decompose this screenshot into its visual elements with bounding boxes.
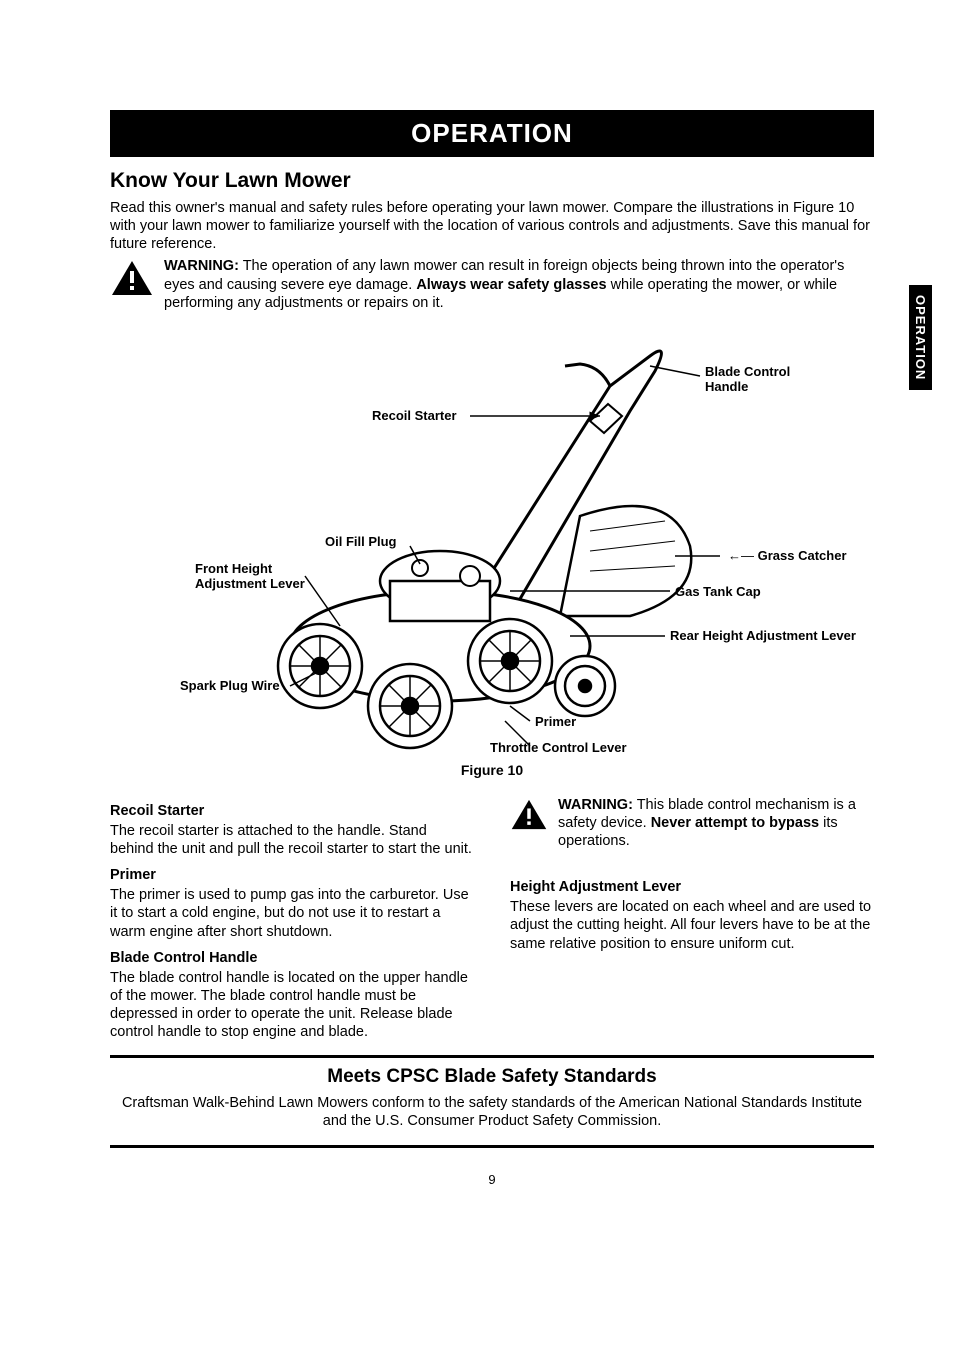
label-spark-plug-wire: Spark Plug Wire [180, 678, 280, 693]
left-column: Recoil Starter The recoil starter is att… [110, 794, 474, 1042]
para-blade-control: The blade control handle is located on t… [110, 969, 474, 1042]
right-warning: WARNING: This blade control mechanism is… [510, 796, 874, 850]
label-grass-catcher: ←— Grass Catcher [728, 548, 847, 563]
right-column: WARNING: This blade control mechanism is… [510, 794, 874, 1042]
heading-know-your-mower: Know Your Lawn Mower [110, 169, 874, 193]
figure-10: Blade Control Handle Recoil Starter Oil … [110, 316, 874, 756]
figure-caption: Figure 10 [110, 762, 874, 778]
page-number: 9 [110, 1172, 874, 1187]
heading-cpsc: Meets CPSC Blade Safety Standards [110, 1066, 874, 1088]
two-column-area: Recoil Starter The recoil starter is att… [110, 794, 874, 1042]
para-height-adjust: These levers are located on each wheel a… [510, 898, 874, 952]
warning-bold: Always wear safety glasses [416, 277, 606, 293]
label-rear-height: Rear Height Adjustment Lever [670, 628, 856, 643]
label-recoil-starter: Recoil Starter [372, 408, 457, 423]
warning-prefix: WARNING: [164, 258, 239, 274]
label-throttle: Throttle Control Lever [490, 740, 627, 755]
divider-bottom [110, 1145, 874, 1148]
top-warning-text: WARNING: The operation of any lawn mower… [164, 257, 874, 311]
label-blade-control-handle: Blade Control Handle [705, 364, 825, 394]
divider-top [110, 1055, 874, 1058]
heading-recoil-starter: Recoil Starter [110, 802, 474, 820]
page-content: OPERATION Know Your Lawn Mower Read this… [0, 0, 954, 1227]
warning-icon [110, 259, 154, 297]
warning-prefix: WARNING: [558, 797, 633, 813]
label-primer: Primer [535, 714, 576, 729]
right-warning-text: WARNING: This blade control mechanism is… [558, 796, 874, 850]
intro-paragraph: Read this owner's manual and safety rule… [110, 199, 874, 253]
heading-blade-control: Blade Control Handle [110, 949, 474, 967]
label-oil-fill-plug: Oil Fill Plug [325, 534, 397, 549]
para-cpsc: Craftsman Walk-Behind Lawn Mowers confor… [110, 1094, 874, 1130]
warning-bold: Never attempt to bypass [651, 815, 819, 831]
heading-height-adjust: Height Adjustment Lever [510, 878, 874, 896]
para-primer: The primer is used to pump gas into the … [110, 886, 474, 940]
para-recoil-starter: The recoil starter is attached to the ha… [110, 822, 474, 858]
heading-primer: Primer [110, 866, 474, 884]
section-banner: OPERATION [110, 110, 874, 157]
top-warning: WARNING: The operation of any lawn mower… [110, 257, 874, 311]
warning-icon [510, 798, 548, 831]
label-front-height: Front Height Adjustment Lever [195, 561, 325, 591]
label-gas-tank-cap: Gas Tank Cap [675, 584, 761, 599]
